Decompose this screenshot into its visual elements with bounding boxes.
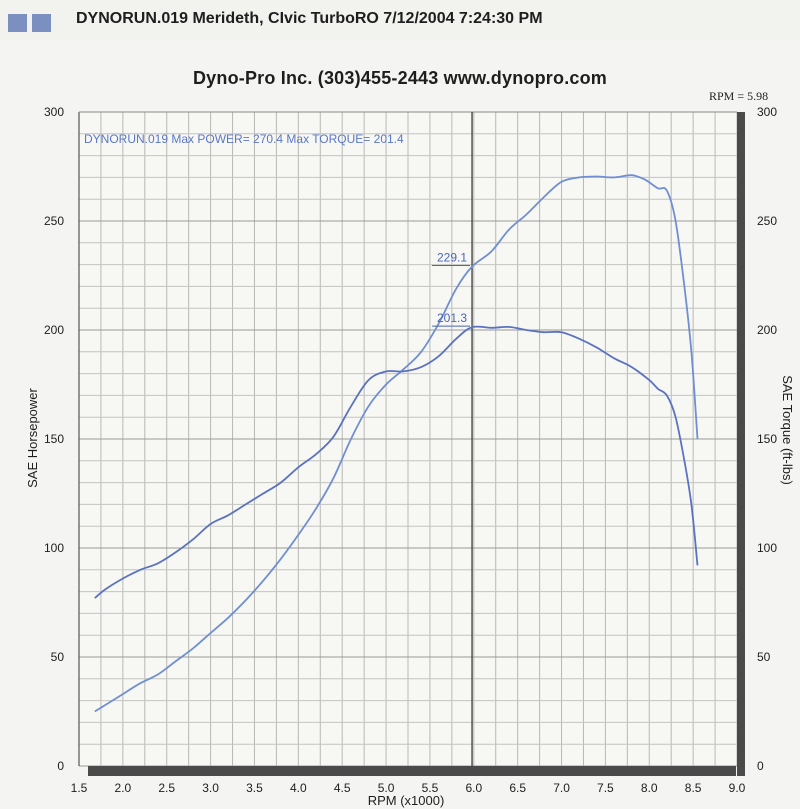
x-tick-label: 8.0	[641, 781, 658, 795]
rpm-readout: RPM = 5.98	[709, 89, 769, 103]
y-tick-label: 50	[51, 650, 65, 664]
y2-tick-label: 50	[757, 650, 771, 664]
annotations: 229.1 201.3	[432, 251, 471, 327]
bottom-axis-bar	[88, 766, 736, 776]
x-tick-label: 6.5	[509, 781, 526, 795]
x-tick-label: 7.5	[597, 781, 614, 795]
tick-labels: 1.5 2.0 2.5 3.0 3.5 4.0 4.5 5.0 5.5 6.0 6.5 7.0 7.5 8…	[44, 105, 777, 795]
report-header: DYNORUN.019 Merideth, CIvic TurboRO 7/12…	[0, 0, 800, 40]
y-tick-label: 150	[44, 432, 64, 446]
y2-tick-label: 250	[757, 214, 777, 228]
y-tick-label: 300	[44, 105, 64, 119]
y2-tick-label: 0	[757, 759, 764, 773]
x-tick-label: 2.0	[115, 781, 132, 795]
chart-grid	[78, 111, 738, 767]
chart-title: DYNORUN.019 Max POWER= 270.4 Max TORQUE=…	[84, 132, 404, 146]
y2-axis-label: SAE Torque (ft-lbs)	[780, 375, 795, 485]
x-tick-label: 7.0	[553, 781, 570, 795]
x-tick-label: 4.5	[334, 781, 351, 795]
horsepower-line	[94, 174, 699, 713]
x-tick-label: 2.5	[158, 781, 175, 795]
y2-tick-label: 150	[757, 432, 777, 446]
value-annotation: 201.3	[437, 311, 467, 325]
x-tick-label: 8.5	[685, 781, 702, 795]
x-tick-label: 5.0	[378, 781, 395, 795]
x-tick-label: 9.0	[729, 781, 746, 795]
y-axis-label: SAE Horsepower	[25, 387, 40, 487]
y2-tick-label: 300	[757, 105, 777, 119]
y-tick-label: 250	[44, 214, 64, 228]
x-tick-label: 4.0	[290, 781, 307, 795]
header-square-icon	[8, 14, 27, 32]
x-tick-label: 5.5	[422, 781, 439, 795]
y-tick-label: 100	[44, 541, 64, 555]
y-tick-label: 0	[57, 759, 64, 773]
series-lines	[94, 174, 699, 713]
y2-tick-label: 100	[757, 541, 777, 555]
torque-line	[94, 325, 699, 599]
company-line: Dyno-Pro Inc. (303)455-2443 www.dynopro.…	[192, 68, 608, 88]
plot-frame	[78, 111, 745, 776]
header-square-icon	[32, 14, 51, 32]
x-tick-label: 3.5	[246, 781, 263, 795]
y-tick-label: 200	[44, 323, 64, 337]
x-tick-label: 6.0	[465, 781, 482, 795]
x-axis-label: RPM (x1000)	[368, 793, 445, 808]
x-tick-label: 1.5	[71, 781, 88, 795]
run-title: DYNORUN.019 Merideth, CIvic TurboRO 7/12…	[76, 10, 543, 27]
x-tick-label: 3.0	[202, 781, 219, 795]
right-axis-bar	[737, 112, 745, 776]
value-annotation: 229.1	[437, 251, 467, 265]
y2-tick-label: 200	[757, 323, 777, 337]
